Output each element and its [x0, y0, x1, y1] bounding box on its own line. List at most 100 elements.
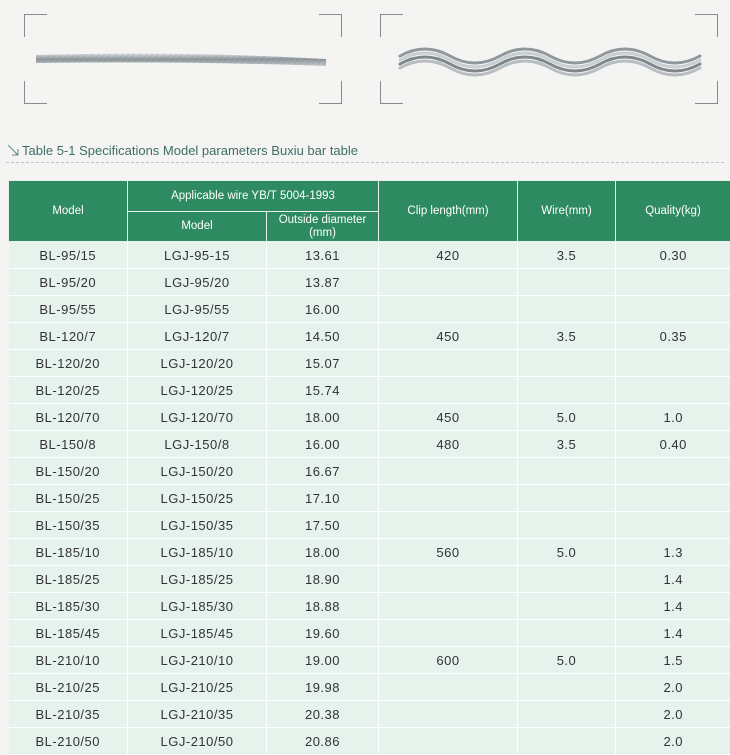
cell-clip [379, 674, 518, 701]
cell-wire-model: LGJ-120/20 [128, 350, 267, 377]
cell-diameter: 16.00 [267, 296, 379, 323]
cell-model: BL-185/45 [9, 620, 128, 647]
cell-quality: 1.3 [616, 539, 730, 566]
cell-clip [379, 296, 518, 323]
cell-wire-model: LGJ-120/7 [128, 323, 267, 350]
cell-clip [379, 701, 518, 728]
cell-model: BL-150/8 [9, 431, 128, 458]
cell-clip [379, 458, 518, 485]
cell-diameter: 19.00 [267, 647, 379, 674]
cell-model: BL-120/25 [9, 377, 128, 404]
cell-wire [518, 350, 616, 377]
cell-quality [616, 377, 730, 404]
cell-model: BL-120/70 [9, 404, 128, 431]
cell-quality: 0.40 [616, 431, 730, 458]
cell-quality [616, 350, 730, 377]
cell-quality [616, 512, 730, 539]
cell-diameter: 19.98 [267, 674, 379, 701]
cell-clip: 480 [379, 431, 518, 458]
diagonal-arrow-icon [6, 143, 20, 157]
cell-wire-model: LGJ-210/35 [128, 701, 267, 728]
cell-clip [379, 377, 518, 404]
cell-wire: 5.0 [518, 404, 616, 431]
header-applicable-wire: Applicable wire YB/T 5004-1993 [128, 181, 379, 212]
cell-model: BL-150/35 [9, 512, 128, 539]
cell-wire-model: LGJ-120/25 [128, 377, 267, 404]
cell-wire-model: LGJ-95/20 [128, 269, 267, 296]
header-wire: Wire(mm) [518, 181, 616, 242]
cell-wire: 3.5 [518, 242, 616, 269]
cell-wire: 3.5 [518, 323, 616, 350]
cell-quality [616, 269, 730, 296]
cell-model: BL-120/20 [9, 350, 128, 377]
cell-diameter: 17.50 [267, 512, 379, 539]
cell-wire [518, 377, 616, 404]
cell-diameter: 18.00 [267, 404, 379, 431]
cell-wire-model: LGJ-120/70 [128, 404, 267, 431]
cell-model: BL-95/55 [9, 296, 128, 323]
spiral-rod-panel [380, 14, 718, 104]
cell-diameter: 18.88 [267, 593, 379, 620]
cell-diameter: 17.10 [267, 485, 379, 512]
spec-table: Model Applicable wire YB/T 5004-1993 Cli… [8, 180, 730, 755]
cell-wire-model: LGJ-210/25 [128, 674, 267, 701]
cell-wire-model: LGJ-95-15 [128, 242, 267, 269]
cell-diameter: 13.87 [267, 269, 379, 296]
cell-clip: 450 [379, 404, 518, 431]
cell-quality: 1.4 [616, 593, 730, 620]
cell-diameter: 18.00 [267, 539, 379, 566]
cell-wire [518, 296, 616, 323]
spiral-armor-rod-image [380, 14, 718, 104]
cell-wire [518, 701, 616, 728]
cell-model: BL-210/25 [9, 674, 128, 701]
cell-model: BL-150/25 [9, 485, 128, 512]
cell-diameter: 20.38 [267, 701, 379, 728]
cell-quality: 1.4 [616, 620, 730, 647]
cell-wire-model: LGJ-185/10 [128, 539, 267, 566]
cell-wire: 3.5 [518, 431, 616, 458]
cell-wire [518, 458, 616, 485]
cell-wire-model: LGJ-150/8 [128, 431, 267, 458]
cell-clip [379, 269, 518, 296]
cell-wire [518, 593, 616, 620]
cell-wire [518, 512, 616, 539]
cell-clip [379, 512, 518, 539]
cell-clip [379, 593, 518, 620]
cell-wire [518, 620, 616, 647]
cell-clip: 560 [379, 539, 518, 566]
cell-diameter: 15.07 [267, 350, 379, 377]
cell-quality: 1.5 [616, 647, 730, 674]
cell-quality [616, 296, 730, 323]
header-wire-model: Model [128, 212, 267, 242]
cell-clip [379, 350, 518, 377]
cell-quality: 2.0 [616, 674, 730, 701]
cell-wire-model: LGJ-150/35 [128, 512, 267, 539]
cell-diameter: 20.86 [267, 728, 379, 755]
cell-model: BL-185/10 [9, 539, 128, 566]
cell-quality: 2.0 [616, 728, 730, 755]
cell-clip [379, 566, 518, 593]
header-model: Model [9, 181, 128, 242]
cell-wire-model: LGJ-185/25 [128, 566, 267, 593]
cell-quality [616, 458, 730, 485]
cell-clip: 450 [379, 323, 518, 350]
cell-wire-model: LGJ-185/45 [128, 620, 267, 647]
caption-text: Table 5-1 Specifications Model parameter… [22, 143, 358, 158]
cell-diameter: 15.74 [267, 377, 379, 404]
cell-quality: 1.4 [616, 566, 730, 593]
cell-wire [518, 728, 616, 755]
cell-model: BL-185/25 [9, 566, 128, 593]
